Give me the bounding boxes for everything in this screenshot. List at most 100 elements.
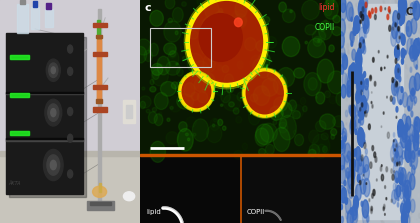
Ellipse shape <box>176 68 183 76</box>
Circle shape <box>346 175 348 177</box>
Circle shape <box>400 19 402 25</box>
Bar <box>10 131 29 135</box>
Circle shape <box>400 100 402 105</box>
Circle shape <box>410 76 416 95</box>
Circle shape <box>393 183 396 191</box>
Ellipse shape <box>199 43 207 51</box>
Ellipse shape <box>231 9 247 30</box>
Ellipse shape <box>202 89 206 93</box>
Circle shape <box>396 221 397 223</box>
Circle shape <box>383 157 385 161</box>
Circle shape <box>397 53 399 58</box>
Ellipse shape <box>289 100 297 111</box>
Circle shape <box>396 116 397 118</box>
Circle shape <box>383 20 385 24</box>
Ellipse shape <box>223 15 236 33</box>
Ellipse shape <box>259 149 265 156</box>
Circle shape <box>398 134 399 136</box>
Ellipse shape <box>273 113 279 121</box>
Circle shape <box>375 56 376 59</box>
Circle shape <box>355 71 360 85</box>
Circle shape <box>396 82 397 85</box>
Circle shape <box>382 108 383 113</box>
Circle shape <box>410 3 415 15</box>
Circle shape <box>364 165 369 180</box>
Ellipse shape <box>205 73 215 88</box>
Circle shape <box>370 162 372 168</box>
Circle shape <box>395 23 396 27</box>
Circle shape <box>355 114 361 129</box>
Circle shape <box>400 11 404 24</box>
Circle shape <box>345 110 348 117</box>
Circle shape <box>396 96 397 100</box>
Circle shape <box>369 190 371 196</box>
Circle shape <box>409 135 415 152</box>
Bar <box>96 99 102 103</box>
Ellipse shape <box>319 31 326 39</box>
Circle shape <box>411 18 417 34</box>
Circle shape <box>394 12 395 16</box>
Circle shape <box>357 102 358 105</box>
Bar <box>5 33 83 194</box>
Circle shape <box>363 5 364 8</box>
Circle shape <box>381 217 383 222</box>
Circle shape <box>360 20 361 24</box>
Circle shape <box>406 21 412 37</box>
Ellipse shape <box>214 11 226 26</box>
Circle shape <box>363 24 367 33</box>
Bar <box>98 9 101 205</box>
Ellipse shape <box>190 133 192 136</box>
Circle shape <box>365 110 367 117</box>
Ellipse shape <box>279 118 287 128</box>
Bar <box>140 154 341 156</box>
Circle shape <box>369 161 370 162</box>
Circle shape <box>418 151 420 155</box>
Bar <box>10 93 29 97</box>
Ellipse shape <box>149 3 151 6</box>
Circle shape <box>374 167 375 169</box>
Circle shape <box>369 13 371 18</box>
Circle shape <box>391 145 397 163</box>
Ellipse shape <box>150 79 154 85</box>
Circle shape <box>405 130 406 135</box>
Circle shape <box>394 10 396 16</box>
Circle shape <box>340 137 345 152</box>
Circle shape <box>401 33 403 40</box>
Circle shape <box>403 214 404 218</box>
Circle shape <box>389 0 391 3</box>
Circle shape <box>352 204 357 215</box>
Ellipse shape <box>234 14 247 27</box>
Circle shape <box>412 88 414 96</box>
Circle shape <box>46 59 60 81</box>
Ellipse shape <box>308 38 326 58</box>
Ellipse shape <box>312 134 330 158</box>
Ellipse shape <box>317 59 334 83</box>
Circle shape <box>378 27 379 31</box>
Circle shape <box>409 125 415 142</box>
Circle shape <box>68 134 73 142</box>
Ellipse shape <box>194 78 204 91</box>
Ellipse shape <box>256 124 273 145</box>
Circle shape <box>356 51 362 69</box>
Ellipse shape <box>309 144 320 157</box>
Circle shape <box>417 133 418 138</box>
Circle shape <box>347 176 353 194</box>
Ellipse shape <box>250 55 262 71</box>
Circle shape <box>408 173 410 178</box>
Ellipse shape <box>175 81 186 95</box>
Circle shape <box>346 2 353 21</box>
Circle shape <box>361 0 368 12</box>
Ellipse shape <box>318 39 320 42</box>
Circle shape <box>386 198 387 200</box>
Circle shape <box>375 108 376 112</box>
Circle shape <box>353 125 354 127</box>
Ellipse shape <box>270 106 283 120</box>
Circle shape <box>412 1 416 13</box>
Circle shape <box>365 193 366 195</box>
Circle shape <box>417 50 419 55</box>
Circle shape <box>393 132 395 137</box>
Circle shape <box>408 151 411 159</box>
Ellipse shape <box>272 107 282 117</box>
Circle shape <box>385 147 386 150</box>
Ellipse shape <box>321 133 328 140</box>
